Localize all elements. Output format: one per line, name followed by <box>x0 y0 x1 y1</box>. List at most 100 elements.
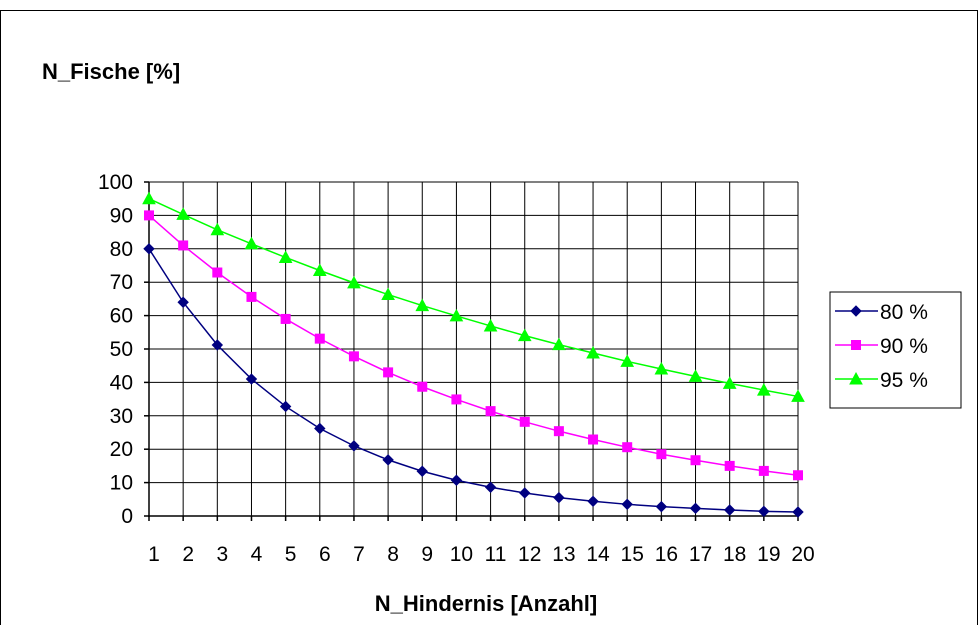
x-tick-label: 6 <box>319 543 331 566</box>
data-point <box>417 381 428 392</box>
data-point <box>485 406 496 417</box>
data-point <box>793 470 803 481</box>
y-tick-label: 0 <box>121 505 133 528</box>
data-point <box>314 422 326 435</box>
y-tick-label: 70 <box>110 271 133 294</box>
x-tick-label: 10 <box>450 543 473 566</box>
x-tick-label: 4 <box>251 543 263 566</box>
data-point <box>758 465 769 476</box>
data-point <box>416 465 428 477</box>
y-tick-label: 80 <box>110 238 133 261</box>
x-tick-label: 12 <box>518 543 541 566</box>
data-point <box>483 318 498 332</box>
data-point <box>348 351 359 362</box>
series-line <box>148 248 799 513</box>
data-point <box>279 400 292 413</box>
x-tick-label: 20 <box>791 543 814 566</box>
data-point <box>519 416 530 427</box>
data-point <box>756 383 771 396</box>
x-tick-label: 1 <box>148 543 160 566</box>
data-point <box>381 287 395 301</box>
y-tick-label: 50 <box>110 338 133 361</box>
data-point <box>211 339 224 351</box>
legend-label: 95 % <box>880 369 928 392</box>
y-axis-title: N_Fische [%] <box>42 59 180 84</box>
data-point <box>212 267 223 278</box>
y-tick-label: 30 <box>110 405 133 428</box>
data-point <box>690 455 701 466</box>
y-tick-label: 40 <box>110 371 133 394</box>
x-tick-label: 16 <box>655 543 678 566</box>
x-tick-label: 13 <box>552 543 575 566</box>
data-point <box>415 298 430 312</box>
legend: 80 % 90 % 95 % <box>829 291 962 409</box>
data-point <box>588 434 599 445</box>
data-point <box>210 222 225 236</box>
data-point <box>314 333 325 344</box>
legend-marker <box>849 371 863 385</box>
data-point <box>382 454 394 466</box>
x-tick-label: 15 <box>621 543 644 566</box>
data-point <box>449 308 464 322</box>
x-tick-label: 18 <box>723 543 746 566</box>
data-point <box>142 191 156 205</box>
data-point <box>553 491 565 504</box>
data-point <box>176 207 191 220</box>
data-point <box>620 354 635 367</box>
data-point <box>246 291 257 302</box>
y-tick-label: 60 <box>110 305 133 328</box>
x-tick-label: 14 <box>586 543 610 566</box>
data-point <box>688 369 703 382</box>
x-tick-label: 3 <box>216 543 228 566</box>
legend-label: 90 % <box>880 335 928 358</box>
x-tick-label: 9 <box>421 543 433 566</box>
data-point <box>245 373 258 385</box>
data-point <box>348 440 360 452</box>
data-point <box>656 449 667 460</box>
series-line <box>148 198 799 398</box>
x-tick-label: 17 <box>689 543 712 566</box>
data-point <box>177 296 189 308</box>
data-point <box>792 506 804 518</box>
legend-marker <box>851 340 861 350</box>
x-tick-label: 19 <box>757 543 780 566</box>
data-point <box>519 487 531 499</box>
legend-marker <box>850 305 862 317</box>
legend-label: 80 % <box>880 301 928 324</box>
data-point <box>587 495 599 508</box>
data-point <box>791 389 805 402</box>
data-point <box>689 502 702 515</box>
x-tick-label: 2 <box>182 543 194 566</box>
data-point <box>280 313 291 324</box>
data-point <box>312 263 327 277</box>
data-point <box>278 250 293 263</box>
data-point <box>723 504 736 516</box>
data-point <box>621 498 633 511</box>
series-line <box>148 214 799 476</box>
data-point <box>622 442 633 453</box>
data-point <box>450 474 463 486</box>
y-tick-label: 100 <box>98 171 133 194</box>
data-point <box>347 275 361 289</box>
x-tick-label: 11 <box>485 543 507 566</box>
data-point <box>517 328 532 342</box>
y-tick-label: 90 <box>110 204 133 227</box>
y-tick-label: 10 <box>110 472 133 495</box>
x-tick-label: 5 <box>285 543 297 566</box>
data-point <box>724 460 735 471</box>
y-tick-label: 20 <box>110 438 133 461</box>
data-point <box>244 236 259 250</box>
x-axis-title: N_Hindernis [Anzahl] <box>375 591 597 616</box>
data-point <box>552 337 566 351</box>
data-point <box>451 394 462 405</box>
data-point <box>758 505 770 518</box>
data-point <box>178 240 189 251</box>
x-tick-label: 8 <box>387 543 399 566</box>
data-point <box>144 210 154 221</box>
data-point <box>553 426 564 437</box>
data-point <box>143 243 155 255</box>
data-point <box>722 376 737 389</box>
